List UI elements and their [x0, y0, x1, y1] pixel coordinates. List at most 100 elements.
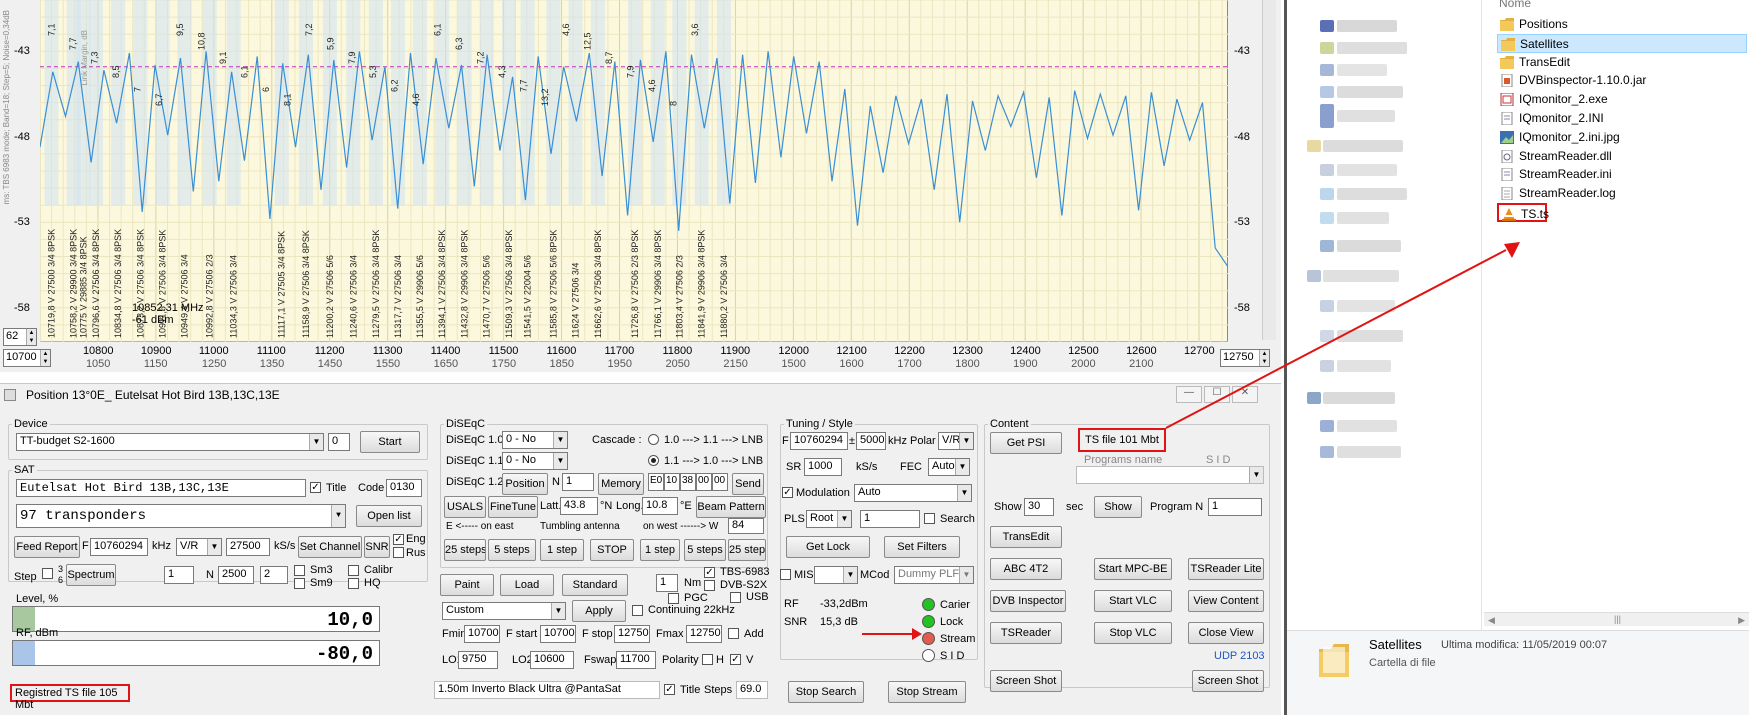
snr-button[interactable]: SNR	[364, 536, 390, 558]
pgc-checkbox[interactable]	[668, 593, 679, 604]
programs-select[interactable]: ▼	[1076, 466, 1264, 484]
get-lock-button[interactable]: Get Lock	[786, 536, 870, 558]
minimize-button[interactable]: —	[1176, 386, 1202, 403]
transedit-button[interactable]: TransEdit	[990, 526, 1062, 548]
start-button[interactable]: Start	[360, 431, 420, 453]
fec-select[interactable]: Auto ▼	[928, 458, 970, 476]
calibr-checkbox[interactable]	[348, 565, 359, 576]
pls-value-spinner[interactable]: 1	[860, 510, 920, 528]
close-view-button[interactable]: Close View	[1188, 622, 1264, 644]
motor-step-button[interactable]: STOP	[590, 539, 634, 561]
fmin-field[interactable]: 10700	[464, 625, 500, 643]
hq-checkbox[interactable]	[348, 578, 359, 589]
paint-button[interactable]: Paint	[440, 574, 494, 596]
load-button[interactable]: Load	[500, 574, 554, 596]
file-item[interactable]: IQmonitor_2.ini.jpg	[1497, 128, 1747, 147]
file-item[interactable]: IQmonitor_2.INI	[1497, 109, 1747, 128]
start-mpc-be-button[interactable]: Start MPC-BE	[1094, 558, 1172, 580]
lo1-field[interactable]: 9750	[458, 651, 498, 669]
add-checkbox[interactable]	[728, 628, 739, 639]
polarity-h-checkbox[interactable]	[702, 654, 713, 665]
tuning-frequency-field[interactable]: 10760294	[790, 432, 848, 450]
preset-select[interactable]: Custom ▼	[442, 602, 566, 620]
fstop-field[interactable]: 12750	[614, 625, 650, 643]
polar-select[interactable]: V/R ▼	[938, 432, 974, 450]
lo2-field[interactable]: 10600	[530, 651, 574, 669]
file-item[interactable]: IQmonitor_2.exe	[1497, 90, 1747, 109]
abc-4t2-button[interactable]: ABC 4T2	[990, 558, 1062, 580]
spectrum-plot-area[interactable]: 10719,8 V 27500 3/4 8PSK 10758,2 V 29900 …	[40, 0, 1228, 342]
fswap-field[interactable]: 11700	[616, 651, 656, 669]
show-seconds-spinner[interactable]: 30	[1024, 498, 1054, 516]
tsreader-lite-button[interactable]: TSReader Lite	[1188, 558, 1264, 580]
file-item[interactable]: StreamReader.dll	[1497, 147, 1747, 166]
stop-vlc-button[interactable]: Stop VLC	[1094, 622, 1172, 644]
get-psi-button[interactable]: Get PSI	[990, 432, 1062, 454]
tuning-bandwidth-field[interactable]: 5000	[856, 432, 886, 450]
dish-title-checkbox[interactable]: ✓	[664, 684, 675, 695]
file-item[interactable]: Satellites	[1497, 33, 1747, 53]
n-spinner[interactable]: 2500	[218, 566, 254, 584]
file-item[interactable]: TransEdit	[1497, 53, 1747, 72]
dvb-s2x-checkbox[interactable]	[704, 580, 715, 591]
show-button[interactable]: Show	[1094, 496, 1142, 518]
mis-checkbox[interactable]	[780, 569, 791, 580]
feed-report-button[interactable]: Feed Report	[14, 536, 80, 558]
motor-step-button[interactable]: 5 steps	[488, 539, 536, 561]
position-n-spinner[interactable]: 1	[562, 473, 594, 491]
nm-spinner[interactable]: 1	[656, 574, 678, 592]
file-item[interactable]: TS.ts	[1497, 203, 1549, 222]
finetune-button[interactable]: FineTune	[488, 496, 538, 518]
diseqc10-select[interactable]: 0 - No ▼	[502, 431, 568, 449]
sr-spinner[interactable]: 1000	[804, 458, 842, 476]
spectrum-button[interactable]: Spectrum	[66, 564, 116, 586]
chart-vertical-scrollbar[interactable]	[1262, 0, 1276, 340]
program-n-spinner[interactable]: 1	[1208, 498, 1262, 516]
sat-polarization-select[interactable]: V/R ▼	[176, 538, 222, 556]
mis-select[interactable]: ▼	[814, 566, 858, 584]
motor-step-button[interactable]: 1 step	[540, 539, 584, 561]
search-checkbox[interactable]	[924, 513, 935, 524]
sm9-checkbox[interactable]	[294, 578, 305, 589]
adapter-index-field[interactable]: 0	[328, 433, 350, 451]
diseqc11-select[interactable]: 0 - No ▼	[502, 452, 568, 470]
standard-button[interactable]: Standard	[562, 574, 628, 596]
sat-frequency-field[interactable]: 10760294	[90, 538, 148, 556]
west-value-field[interactable]: 84	[728, 518, 764, 534]
fmax-field[interactable]: 12750	[686, 625, 722, 643]
memory-button[interactable]: Memory	[598, 473, 644, 495]
step-3-checkbox[interactable]	[42, 568, 53, 579]
sm3-checkbox[interactable]	[294, 565, 305, 576]
start-vlc-button[interactable]: Start VLC	[1094, 590, 1172, 612]
tsreader-button[interactable]: TSReader	[990, 622, 1062, 644]
motor-step-button[interactable]: 5 steps	[684, 539, 726, 561]
open-list-button[interactable]: Open list	[356, 505, 422, 527]
apply-button[interactable]: Apply	[572, 600, 626, 622]
send-button[interactable]: Send	[732, 473, 764, 495]
motor-step-button[interactable]: 1 step	[640, 539, 680, 561]
modulation-select[interactable]: Auto ▼	[854, 484, 972, 502]
stop-search-button[interactable]: Stop Search	[788, 681, 864, 703]
transponders-select[interactable]: 97 transponders ▼	[16, 504, 346, 528]
set-filters-button[interactable]: Set Filters	[884, 536, 960, 558]
cascade-option-2-radio[interactable]	[648, 455, 659, 466]
dish-description-field[interactable]: 1.50m Inverto Black Ultra @PantaSat	[434, 681, 660, 699]
file-item[interactable]: DVBinspector-1.10.0.jar	[1497, 71, 1747, 90]
beam-pattern-button[interactable]: Beam Pattern	[696, 496, 766, 518]
screen-shot-button[interactable]: Screen Shot	[990, 670, 1062, 692]
memory-byte-field[interactable]: 38	[680, 473, 696, 491]
set-channel-button[interactable]: Set Channel	[298, 536, 362, 558]
screen-shot-button-2[interactable]: Screen Shot	[1192, 670, 1264, 692]
satellite-name-field[interactable]: Eutelsat Hot Bird 13B,13C,13E	[16, 479, 306, 497]
steps-value-field[interactable]: 69.0	[736, 681, 768, 699]
end-frequency-spinner[interactable]: 12750 ▲ ▼	[1220, 349, 1270, 367]
fstart-field[interactable]: 10700	[540, 625, 576, 643]
motor-step-button[interactable]: 25 steps	[444, 539, 486, 561]
long-field[interactable]: 10.8	[642, 497, 678, 515]
dvb-inspector-button[interactable]: DVB Inspector	[990, 590, 1066, 612]
memory-byte-field[interactable]: 10	[664, 473, 680, 491]
code-field[interactable]: 0130	[386, 479, 422, 497]
position-button[interactable]: Position	[502, 473, 548, 495]
rus-checkbox[interactable]	[393, 547, 404, 558]
title-checkbox[interactable]: ✓	[310, 482, 321, 493]
